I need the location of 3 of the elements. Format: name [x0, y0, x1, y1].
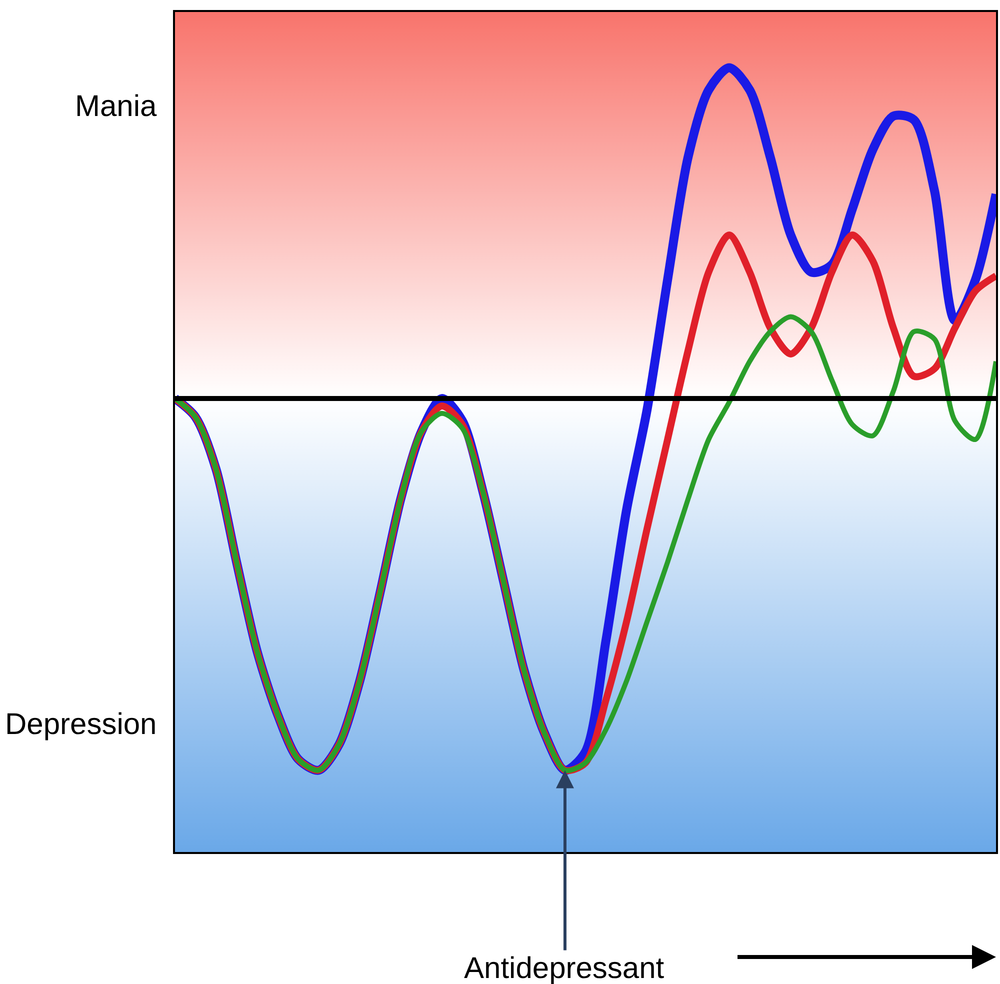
- text: Depression: [5, 708, 157, 741]
- text: Antidepressant: [464, 952, 665, 984]
- text: Mania: [75, 90, 158, 123]
